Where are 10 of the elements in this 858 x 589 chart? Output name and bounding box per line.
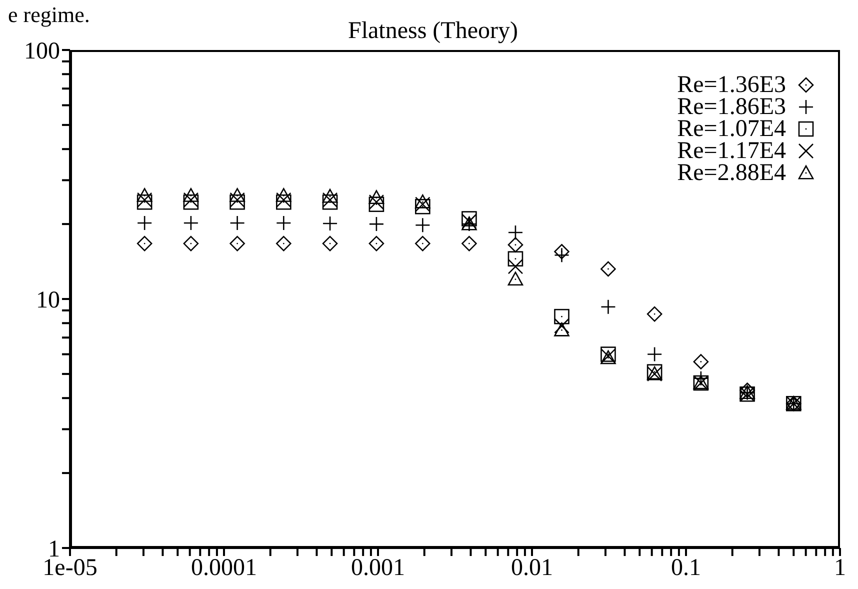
x-tick-label: 0.0001 — [191, 555, 257, 582]
x-tick-label: 0.1 — [671, 555, 701, 582]
x-tick-label: 1e-05 — [42, 555, 98, 582]
x-tick-label: 1 — [834, 555, 846, 582]
x-tick-label: 0.001 — [351, 555, 405, 582]
chart-title: Flatness (Theory) — [348, 18, 518, 44]
y-tick-label: 10 — [36, 288, 60, 314]
x-tick-label: 0.01 — [511, 555, 553, 582]
text: e regime. — [8, 2, 90, 28]
y-tick-label: 100 — [24, 38, 60, 65]
